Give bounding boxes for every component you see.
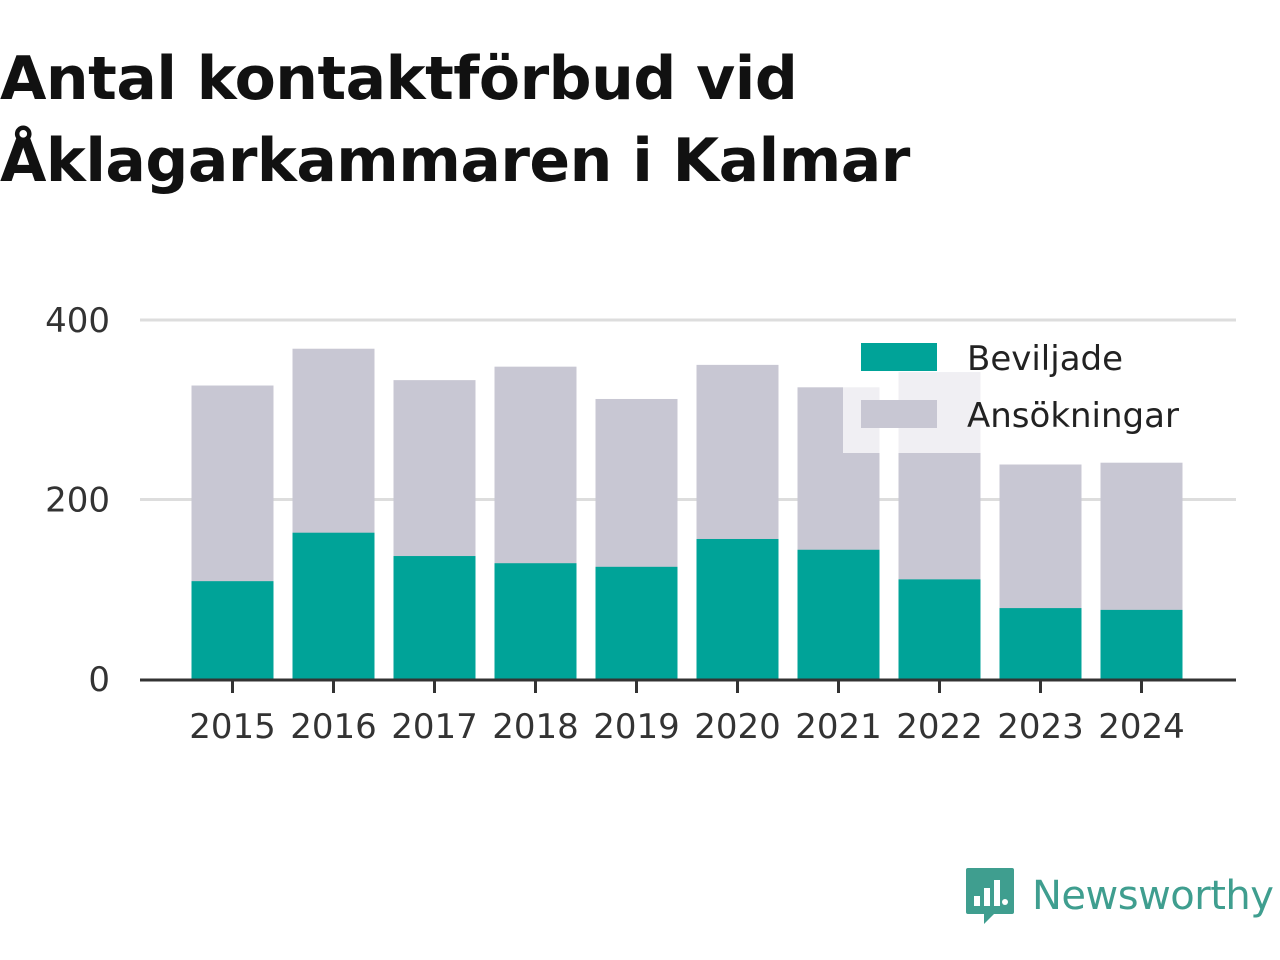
newsworthy-logo-icon: [966, 868, 1014, 924]
legend-swatch-beviljade: [861, 343, 937, 371]
x-tick-label-2017: 2017: [391, 707, 478, 747]
x-tick-label-2023: 2023: [997, 707, 1084, 747]
bar-beviljade-2021: [797, 549, 880, 679]
chart-title-line-2: Åklagarkammaren i Kalmar: [0, 126, 910, 196]
bar-beviljade-2023: [999, 608, 1082, 679]
bar-beviljade-2024: [1100, 609, 1183, 679]
bars: [191, 348, 1183, 679]
bar-beviljade-2022: [898, 579, 981, 679]
x-tick-label-2022: 2022: [896, 707, 983, 747]
bar-beviljade-2016: [292, 532, 375, 679]
x-tick-label-2024: 2024: [1098, 707, 1185, 747]
x-tick-label-2018: 2018: [492, 707, 579, 747]
bar-beviljade-2019: [595, 566, 678, 679]
legend-swatch-ansökningar: [861, 400, 937, 428]
y-tick-label-0: 0: [88, 660, 110, 700]
brand-name: Newsworthy: [1032, 873, 1274, 919]
y-tick-label-200: 200: [45, 481, 110, 521]
x-tick-label-2015: 2015: [189, 707, 276, 747]
bar-beviljade-2017: [393, 556, 476, 679]
x-tick-label-2016: 2016: [290, 707, 377, 747]
y-tick-label-400: 400: [45, 301, 110, 341]
legend: Beviljade Ansökningar: [843, 330, 1224, 453]
brand: Newsworthy: [964, 866, 1274, 926]
legend-label-beviljade: Beviljade: [967, 339, 1123, 379]
axes: 0 200 400 2015 2016 2017 2018 2019 2020 2021 2022 2…: [45, 301, 1236, 747]
bar-beviljade-2020: [696, 538, 779, 679]
x-tick-label-2019: 2019: [593, 707, 680, 747]
x-tick-label-2020: 2020: [694, 707, 781, 747]
chart-title: Antal kontaktförbud vid Åklagarkammaren …: [0, 38, 1000, 202]
bar-beviljade-2015: [191, 581, 274, 679]
legend-label-ansökningar: Ansökningar: [967, 396, 1179, 436]
bar-beviljade-2018: [494, 563, 577, 679]
x-tick-label-2021: 2021: [795, 707, 882, 747]
chart-title-line-1: Antal kontaktförbud vid: [0, 44, 798, 114]
